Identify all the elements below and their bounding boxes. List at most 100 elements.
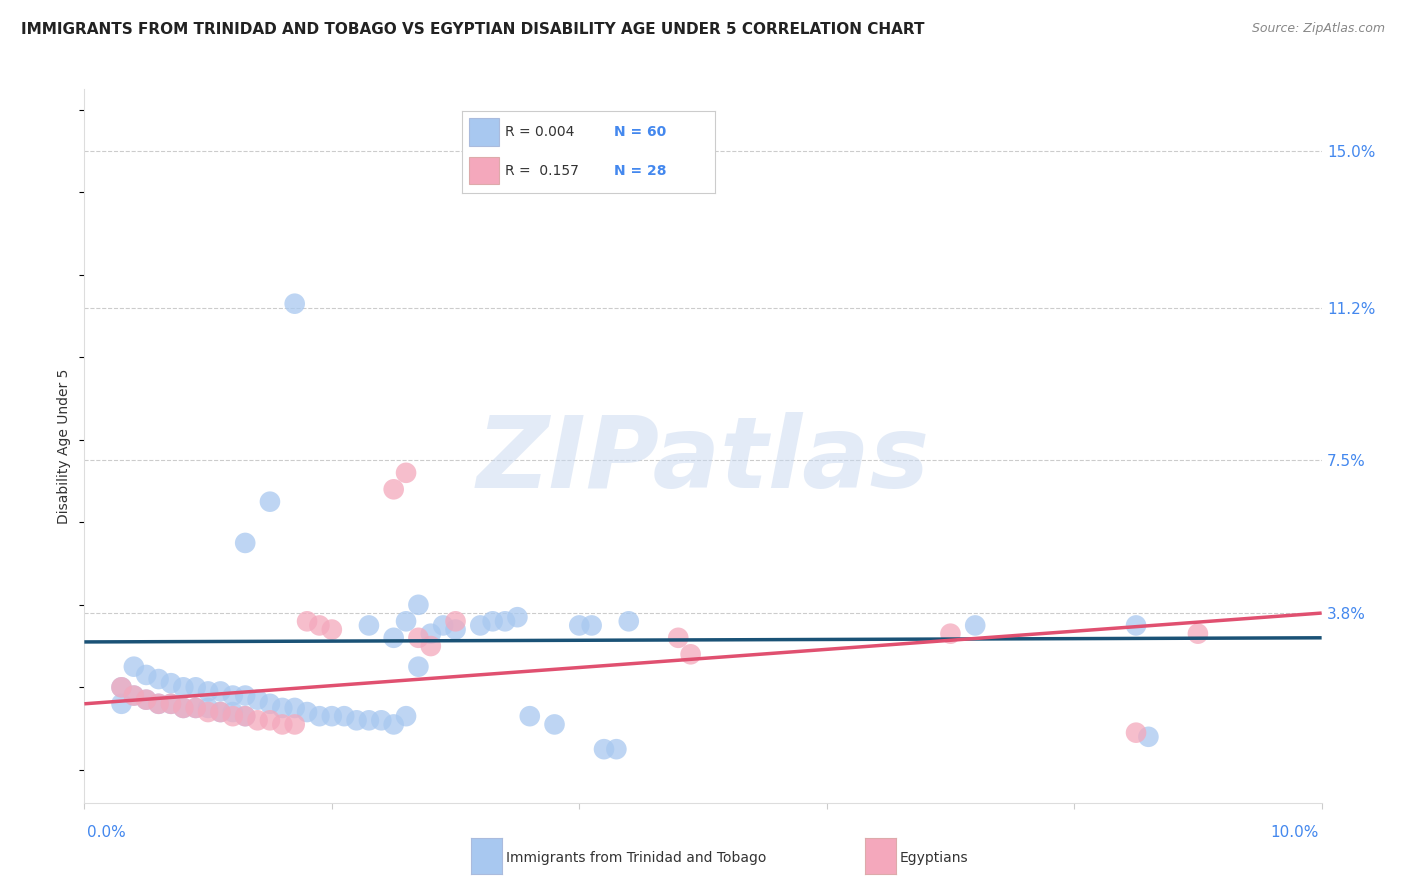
- Point: [246, 714, 269, 728]
- Point: [506, 610, 529, 624]
- Point: [357, 618, 380, 632]
- Point: [679, 648, 702, 662]
- Point: [666, 631, 689, 645]
- Point: [470, 618, 492, 632]
- Point: [605, 742, 627, 756]
- Point: [284, 717, 307, 731]
- Point: [346, 714, 368, 728]
- Point: [271, 701, 294, 715]
- Text: N = 60: N = 60: [614, 125, 666, 139]
- Point: [160, 697, 183, 711]
- Text: R = 0.004: R = 0.004: [505, 125, 574, 139]
- Point: [965, 618, 987, 632]
- Point: [444, 623, 467, 637]
- Text: R =  0.157: R = 0.157: [505, 163, 579, 178]
- Point: [432, 618, 454, 632]
- Point: [1187, 626, 1209, 640]
- Point: [135, 692, 157, 706]
- Point: [148, 697, 170, 711]
- Point: [110, 681, 132, 695]
- Point: [233, 689, 256, 703]
- Point: [408, 631, 430, 645]
- Point: [419, 639, 441, 653]
- Point: [222, 705, 245, 719]
- Point: [370, 714, 392, 728]
- Point: [568, 618, 591, 632]
- Point: [259, 494, 281, 508]
- Point: [184, 701, 207, 715]
- Point: [617, 615, 640, 629]
- Point: [246, 692, 269, 706]
- Point: [184, 701, 207, 715]
- Point: [494, 615, 516, 629]
- Point: [543, 717, 565, 731]
- Text: Egyptians: Egyptians: [900, 851, 969, 865]
- Point: [233, 536, 256, 550]
- Point: [197, 684, 219, 698]
- Point: [110, 697, 132, 711]
- Point: [1125, 618, 1147, 632]
- Point: [110, 681, 132, 695]
- Point: [308, 709, 330, 723]
- Point: [122, 659, 145, 673]
- Point: [444, 615, 467, 629]
- Point: [222, 709, 245, 723]
- Point: [395, 709, 418, 723]
- Point: [233, 709, 256, 723]
- Text: ZIPatlas: ZIPatlas: [477, 412, 929, 508]
- Point: [172, 681, 194, 695]
- Text: Source: ZipAtlas.com: Source: ZipAtlas.com: [1251, 22, 1385, 36]
- Point: [295, 705, 318, 719]
- Point: [519, 709, 541, 723]
- Point: [259, 714, 281, 728]
- Text: N = 28: N = 28: [614, 163, 666, 178]
- Point: [395, 466, 418, 480]
- Point: [382, 483, 405, 497]
- Point: [581, 618, 603, 632]
- Point: [122, 689, 145, 703]
- Point: [209, 705, 232, 719]
- Point: [284, 296, 307, 310]
- Point: [197, 705, 219, 719]
- Point: [148, 672, 170, 686]
- Point: [148, 697, 170, 711]
- Point: [233, 709, 256, 723]
- Point: [308, 618, 330, 632]
- Point: [184, 681, 207, 695]
- Point: [382, 717, 405, 731]
- Point: [395, 615, 418, 629]
- Point: [135, 668, 157, 682]
- Text: IMMIGRANTS FROM TRINIDAD AND TOBAGO VS EGYPTIAN DISABILITY AGE UNDER 5 CORRELATI: IMMIGRANTS FROM TRINIDAD AND TOBAGO VS E…: [21, 22, 925, 37]
- Point: [321, 623, 343, 637]
- Point: [271, 717, 294, 731]
- Text: Immigrants from Trinidad and Tobago: Immigrants from Trinidad and Tobago: [506, 851, 766, 865]
- Y-axis label: Disability Age Under 5: Disability Age Under 5: [58, 368, 72, 524]
- Point: [1137, 730, 1160, 744]
- Point: [593, 742, 616, 756]
- Point: [481, 615, 503, 629]
- Point: [172, 701, 194, 715]
- FancyBboxPatch shape: [470, 118, 499, 146]
- Text: 10.0%: 10.0%: [1271, 825, 1319, 840]
- Point: [135, 692, 157, 706]
- Point: [122, 689, 145, 703]
- Point: [295, 615, 318, 629]
- FancyBboxPatch shape: [470, 157, 499, 185]
- Point: [382, 631, 405, 645]
- Point: [209, 684, 232, 698]
- Point: [1125, 725, 1147, 739]
- Point: [197, 701, 219, 715]
- Point: [160, 676, 183, 690]
- Point: [419, 626, 441, 640]
- Text: 0.0%: 0.0%: [87, 825, 127, 840]
- Point: [939, 626, 962, 640]
- Point: [160, 697, 183, 711]
- Point: [408, 659, 430, 673]
- Point: [284, 701, 307, 715]
- Point: [172, 701, 194, 715]
- Point: [408, 598, 430, 612]
- Point: [333, 709, 356, 723]
- Point: [222, 689, 245, 703]
- Point: [357, 714, 380, 728]
- Point: [209, 705, 232, 719]
